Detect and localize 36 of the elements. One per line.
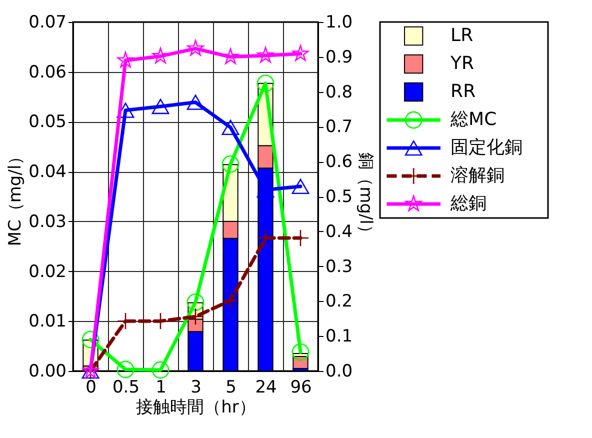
legend-label: 総銅 <box>450 193 487 214</box>
y2-tick-label: 0.9 <box>326 47 353 68</box>
x-tick-label: 24 <box>255 378 277 398</box>
x-tick-label: 0.5 <box>112 378 140 398</box>
x-tick-label: 3 <box>190 378 202 398</box>
y2-tick-label: 1.0 <box>326 12 353 32</box>
legend-label: LR <box>450 25 474 46</box>
y2-tick-label: 0.3 <box>326 256 353 277</box>
y2-tick-label: 0.0 <box>326 362 353 382</box>
x-tick-label: 0 <box>86 378 96 398</box>
x-axis-title: 接触時間（hr） <box>136 398 256 418</box>
y-tick-label: 0.03 <box>28 212 66 232</box>
y2-tick-label: 0.6 <box>326 152 353 172</box>
legend-label: 固定化銅 <box>450 137 523 158</box>
y2-tick-label: 0.5 <box>326 187 353 207</box>
x-tick-label: 1 <box>156 378 166 398</box>
y-tick-label: 0.01 <box>28 312 66 332</box>
y2-tick-label: 0.2 <box>326 292 353 312</box>
y-tick-label: 0.00 <box>28 362 66 382</box>
y-tick-label: 0.04 <box>28 162 66 182</box>
legend-label: RR <box>450 81 476 102</box>
y-tick-label: 0.07 <box>28 12 66 32</box>
legend-label: YR <box>450 53 474 74</box>
y-tick-label: 0.06 <box>28 62 66 82</box>
y-tick-label: 0.02 <box>28 262 66 282</box>
y2-tick-label: 0.4 <box>326 222 353 242</box>
x-tick-label: 96 <box>290 378 312 398</box>
legend-label: 溶解銅 <box>450 165 505 186</box>
y-tick-label: 0.05 <box>28 112 66 132</box>
y2-axis-title: 銅（mg/l） <box>356 152 376 242</box>
y2-tick-label: 0.7 <box>326 117 353 138</box>
legend-label: 総MC <box>450 109 497 130</box>
y2-tick-label: 0.1 <box>326 326 353 347</box>
y2-tick-label: 0.8 <box>326 82 353 102</box>
x-tick-label: 5 <box>226 378 236 398</box>
y-axis-title: MC（mg/l） <box>6 148 26 246</box>
